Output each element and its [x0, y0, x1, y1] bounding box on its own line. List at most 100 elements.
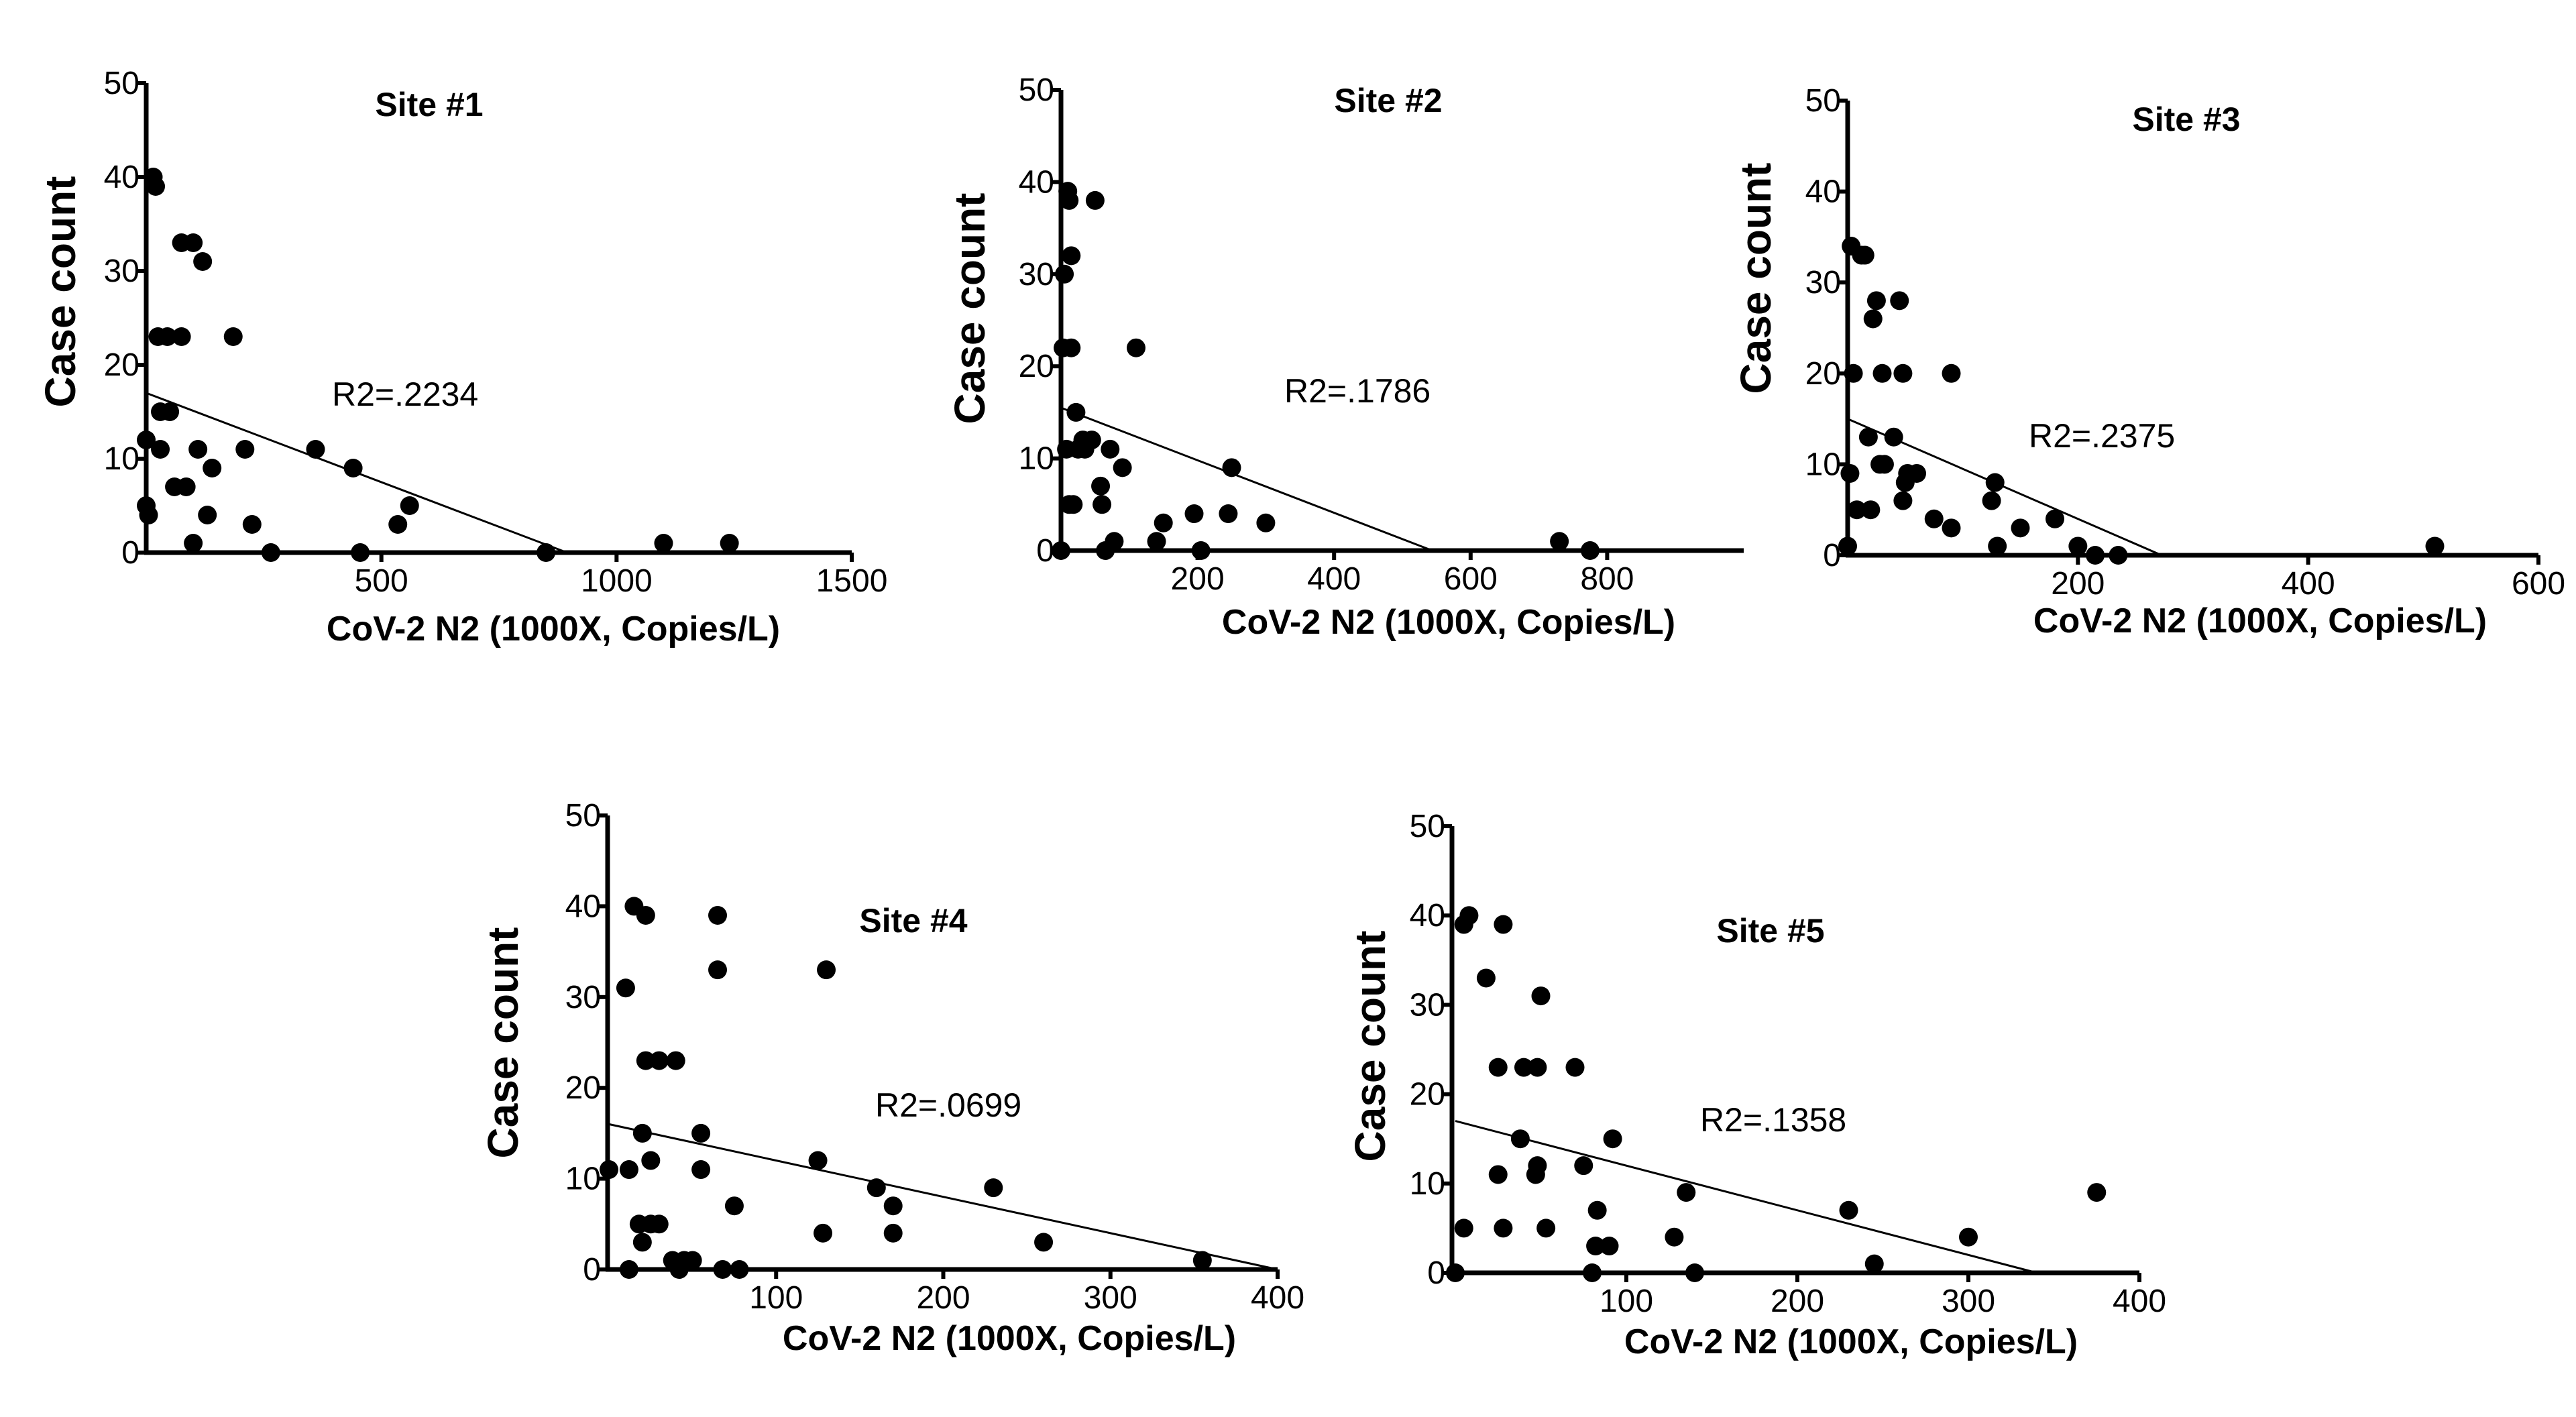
y-tick-label: 50: [1019, 72, 1054, 108]
y-tick-label: 50: [104, 66, 139, 101]
data-point: [172, 327, 191, 346]
data-point: [1844, 363, 1863, 383]
data-point: [666, 1051, 685, 1070]
x-tick-label: 300: [1084, 1280, 1137, 1316]
y-tick-label: 30: [1019, 257, 1054, 292]
x-tick-label: 600: [1444, 561, 1498, 597]
data-point: [2068, 536, 2088, 556]
scatter-plot: 0 10 20 30 40 50 200 400 600: [1805, 83, 2565, 602]
y-tick-label: 0: [1036, 533, 1054, 569]
x-tick-label: 100: [1600, 1284, 1653, 1319]
data-point: [1034, 1233, 1054, 1252]
x-tick-label: 1500: [816, 563, 888, 599]
data-point: [1528, 1058, 1547, 1077]
data-point: [1603, 1129, 1622, 1149]
data-point: [1864, 1254, 1884, 1273]
data-point: [1893, 363, 1913, 383]
data-point: [1574, 1156, 1593, 1176]
panel-site-4: Site #4 Case count CoV-2 N2 (1000X, Copi…: [479, 798, 1304, 1358]
data-point: [1565, 1058, 1585, 1077]
y-tick-label: 10: [1805, 447, 1841, 482]
data-point: [146, 177, 166, 196]
y-tick-label: 20: [1805, 356, 1841, 392]
x-tick-label: 800: [1580, 561, 1634, 597]
data-point: [691, 1123, 711, 1143]
x-tick-label: 200: [2051, 566, 2105, 602]
y-tick-label: 20: [1410, 1077, 1445, 1113]
y-tick-label: 40: [1410, 898, 1445, 933]
data-point: [1847, 500, 1866, 520]
y-tick-label: 10: [104, 441, 139, 477]
data-point: [1082, 431, 1101, 450]
y-tick-label: 0: [121, 535, 139, 571]
data-point: [1838, 536, 1857, 556]
data-point: [203, 459, 222, 477]
data-point: [160, 402, 180, 421]
data-point: [400, 496, 419, 515]
y-tick-label: 20: [1019, 349, 1054, 384]
data-point: [1222, 458, 1241, 477]
data-point: [619, 1260, 638, 1279]
data-point: [1550, 532, 1569, 551]
data-point: [641, 1151, 661, 1170]
data-point: [1066, 402, 1086, 422]
data-point: [242, 515, 262, 534]
data-point: [1907, 463, 1926, 483]
data-point: [184, 534, 203, 553]
data-point: [724, 1196, 744, 1216]
data-point: [683, 1251, 702, 1270]
scatter-plot: 0 10 20 30 40 50 200 400 600 800: [1019, 72, 1744, 597]
data-point: [1093, 495, 1112, 514]
data-point: [1531, 986, 1551, 1006]
panel-title: Site #4: [859, 902, 967, 940]
panel-site-1: Site #1 Case count CoV-2 N2 (1000X, Copi…: [36, 66, 887, 648]
data-point: [1665, 1227, 1684, 1247]
x-tick-label: 200: [916, 1280, 970, 1316]
panel-site-5: Site #5 Case count CoV-2 N2 (1000X, Copi…: [1346, 809, 2166, 1361]
data-point: [2109, 546, 2128, 565]
r2-annotation: R2=.0699: [875, 1086, 1021, 1124]
data-point: [1874, 455, 1894, 474]
data-point: [1677, 1183, 1696, 1202]
data-point: [1988, 536, 2007, 556]
data-point: [1884, 427, 1903, 447]
x-tick-label: 200: [1171, 561, 1225, 597]
data-point: [2086, 546, 2105, 565]
data-point: [817, 960, 836, 980]
data-point: [235, 440, 255, 459]
x-tick-label: 400: [1307, 561, 1361, 597]
y-tick-label: 30: [1805, 265, 1841, 300]
y-axis-label: Case count: [36, 176, 85, 408]
y-tick-label: 10: [1019, 441, 1054, 477]
data-point: [1085, 190, 1105, 210]
data-point: [654, 534, 673, 553]
data-point: [883, 1223, 903, 1243]
data-point: [1184, 504, 1204, 524]
scatter-plot: 0 10 20 30 40 50 100 200 300 400: [1410, 809, 2166, 1319]
y-tick-label: 50: [1805, 83, 1841, 119]
x-tick-label: 400: [2113, 1284, 2166, 1319]
data-point: [2425, 536, 2445, 556]
data-point: [866, 1178, 886, 1198]
data-point: [730, 1260, 749, 1279]
y-tick-label: 30: [104, 253, 139, 289]
data-point: [649, 1051, 669, 1070]
data-point: [1192, 1251, 1212, 1270]
data-point: [537, 543, 556, 562]
data-point: [1583, 1263, 1602, 1282]
data-point: [388, 515, 408, 534]
data-point: [1062, 338, 1081, 357]
data-point: [708, 905, 728, 925]
data-point: [632, 1123, 652, 1143]
x-tick-label: 500: [355, 563, 408, 599]
data-point: [808, 1151, 828, 1170]
x-axis-label: CoV-2 N2 (1000X, Copies/L): [1222, 603, 1675, 642]
y-tick-label: 50: [565, 798, 601, 834]
x-tick-label: 400: [1251, 1280, 1304, 1316]
panel-title: Site #2: [1334, 82, 1442, 119]
data-point: [351, 543, 370, 562]
data-point: [1105, 532, 1124, 551]
data-point: [814, 1223, 833, 1243]
data-point: [1839, 1200, 1858, 1220]
y-tick-label: 10: [565, 1161, 601, 1197]
